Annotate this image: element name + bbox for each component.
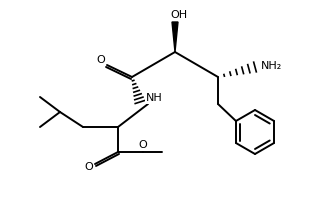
- Text: NH₂: NH₂: [260, 61, 282, 71]
- Text: NH: NH: [146, 93, 162, 103]
- Text: O: O: [139, 140, 147, 150]
- Text: O: O: [85, 162, 93, 172]
- Text: OH: OH: [170, 10, 188, 20]
- Polygon shape: [172, 22, 178, 52]
- Text: O: O: [97, 55, 105, 65]
